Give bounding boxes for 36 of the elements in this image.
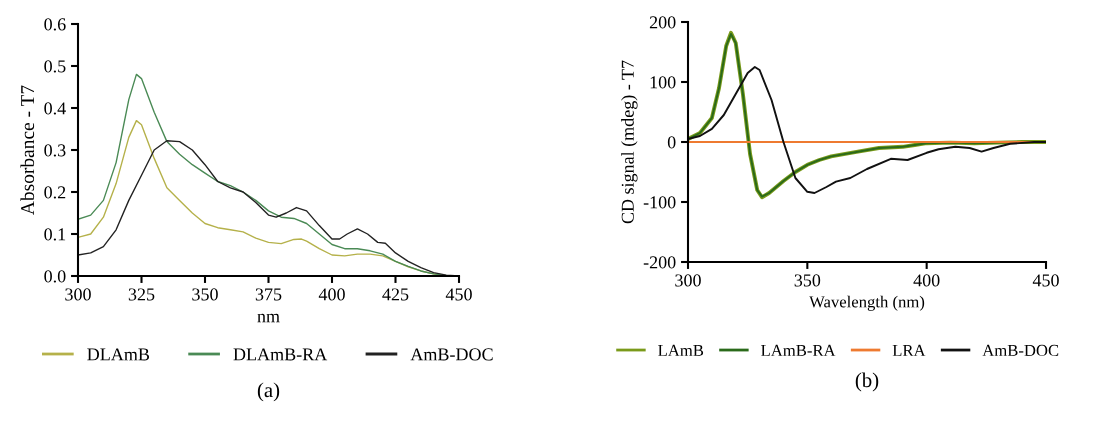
y-axis-title: Absorbance - T7 — [20, 85, 35, 215]
y-tick-label: 0.4 — [44, 102, 66, 115]
y-tick-label: -100 — [643, 196, 676, 209]
legend-label: LAmB — [658, 344, 704, 356]
x-tick-label: 350 — [794, 274, 821, 287]
y-tick-label: 0.3 — [44, 144, 66, 157]
legend-label: AmB-DOC — [982, 344, 1059, 357]
y-tick-label: 100 — [650, 76, 676, 89]
x-tick-label: 400 — [913, 274, 940, 287]
y-tick-label: 200 — [649, 16, 676, 29]
text: (b) — [855, 372, 879, 392]
y-axis-title: CD signal (mdeg) - T7 — [621, 60, 638, 224]
y-tick-label: 0.0 — [44, 270, 66, 283]
x-tick-label: 400 — [318, 288, 345, 301]
x-axis-title: nm — [257, 313, 280, 323]
x-tick-label: 325 — [128, 288, 155, 301]
x-axis-title: Wavelength (nm) — [809, 295, 925, 311]
y-tick-label: 0 — [667, 136, 676, 149]
x-tick-label: 375 — [255, 288, 282, 301]
legend-label: DLAmB — [87, 348, 150, 361]
legend-label: LRA — [892, 344, 926, 356]
y-tick-label: 0.6 — [44, 18, 66, 31]
legend-label: AmB-DOC — [410, 348, 493, 361]
x-tick-label: 450 — [445, 288, 472, 301]
y-tick-label: -200 — [643, 256, 676, 269]
x-tick-label: 425 — [382, 288, 409, 301]
x-tick-label: 350 — [192, 288, 218, 301]
x-tick-label: 450 — [1032, 274, 1059, 287]
y-tick-label: 0.5 — [44, 60, 66, 73]
text: (a) — [257, 382, 280, 402]
legend-label: DLAmB-RA — [233, 348, 328, 361]
y-tick-label: 0.2 — [44, 186, 66, 199]
x-tick-label: 300 — [65, 288, 91, 301]
x-tick-label: 300 — [675, 274, 701, 287]
legend-label: LAmB-RA — [761, 344, 836, 356]
y-tick-label: 0.1 — [44, 228, 66, 241]
